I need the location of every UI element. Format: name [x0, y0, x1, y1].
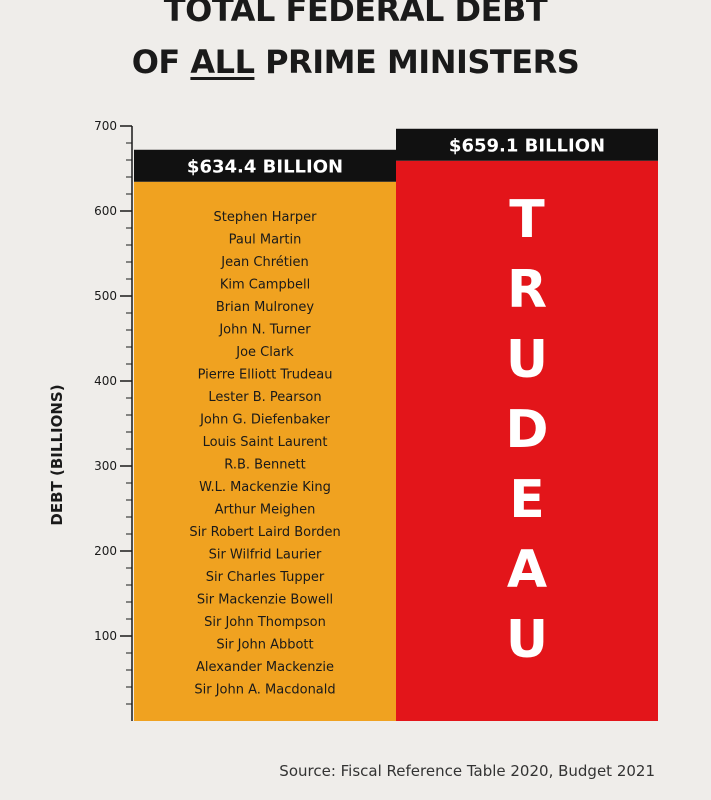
- trudeau-letter: T: [509, 190, 545, 250]
- pm-name: John G. Diefenbaker: [199, 413, 330, 428]
- bar-all-pms: [134, 181, 396, 721]
- pm-name: Pierre Elliott Trudeau: [198, 368, 333, 383]
- y-tick-label: 700: [94, 119, 117, 133]
- trudeau-letter: A: [507, 540, 547, 600]
- y-tick-label: 300: [94, 459, 117, 473]
- chart-title-line-1: TOTAL FEDERAL DEBT: [163, 0, 548, 29]
- pm-name: Alexander Mackenzie: [196, 660, 334, 675]
- pm-name: John N. Turner: [218, 323, 311, 338]
- pm-name: Sir Charles Tupper: [206, 570, 325, 585]
- trudeau-letter: D: [505, 400, 548, 460]
- pm-name: Kim Campbell: [220, 278, 310, 293]
- trudeau-letter: U: [506, 330, 548, 390]
- y-tick-label: 600: [94, 204, 117, 218]
- value-label: $659.1 BILLION: [449, 135, 605, 156]
- pm-name: Sir Mackenzie Bowell: [197, 593, 333, 608]
- y-axis-label: DEBT (BILLIONS): [48, 384, 66, 525]
- trudeau-letter: E: [509, 470, 545, 530]
- trudeau-letter: R: [507, 260, 547, 320]
- pm-name: Arthur Meighen: [215, 503, 316, 518]
- pm-name: Lester B. Pearson: [208, 390, 321, 405]
- title-emphasis: ALL: [190, 43, 255, 81]
- pm-name: Stephen Harper: [214, 210, 318, 225]
- pm-name: Joe Clark: [235, 345, 294, 360]
- chart-title-line-2: OF ALL PRIME MINISTERS: [0, 46, 711, 78]
- y-tick-label: 500: [94, 289, 117, 303]
- source-note: Source: Fiscal Reference Table 2020, Bud…: [279, 762, 655, 780]
- title-prefix: OF: [131, 43, 191, 81]
- pm-name: Sir Wilfrid Laurier: [209, 548, 322, 563]
- pm-name: Paul Martin: [229, 233, 302, 248]
- pm-name: W.L. Mackenzie King: [199, 480, 331, 495]
- value-label: $634.4 BILLION: [187, 156, 343, 177]
- title-suffix: PRIME MINISTERS: [254, 43, 580, 81]
- y-tick-label: 100: [94, 629, 117, 643]
- pm-name: Jean Chrétien: [220, 255, 309, 270]
- y-tick-label: 400: [94, 374, 117, 388]
- y-tick-label: 200: [94, 544, 117, 558]
- value-label-banner: [134, 149, 396, 182]
- bar-trudeau: [396, 160, 658, 721]
- pm-name: Sir Robert Laird Borden: [189, 525, 340, 540]
- pm-name: Sir John A. Macdonald: [194, 683, 335, 698]
- pm-name: Louis Saint Laurent: [203, 435, 328, 450]
- trudeau-letter: U: [506, 610, 548, 670]
- pm-name: R.B. Bennett: [224, 458, 305, 473]
- pm-name: Brian Mulroney: [216, 300, 315, 315]
- pm-name: Sir John Thompson: [204, 615, 326, 630]
- pm-name: Sir John Abbott: [216, 638, 313, 653]
- value-label-banner: [396, 128, 658, 161]
